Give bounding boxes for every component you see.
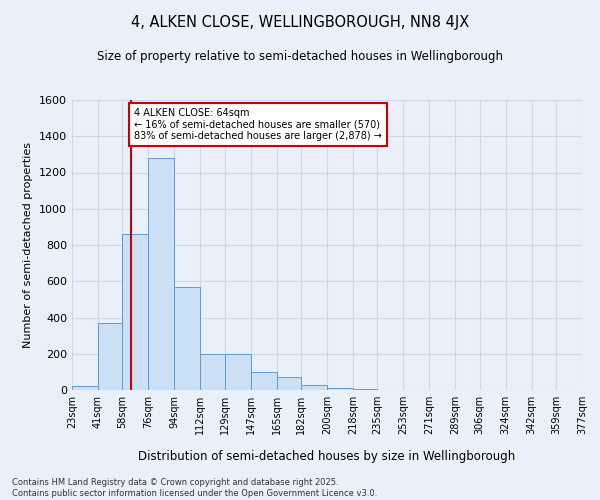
Bar xyxy=(327,388,353,390)
Bar xyxy=(353,389,377,390)
Bar xyxy=(301,384,327,390)
Text: 4, ALKEN CLOSE, WELLINGBOROUGH, NN8 4JX: 4, ALKEN CLOSE, WELLINGBOROUGH, NN8 4JX xyxy=(131,15,469,30)
Text: Contains HM Land Registry data © Crown copyright and database right 2025.
Contai: Contains HM Land Registry data © Crown c… xyxy=(12,478,377,498)
Y-axis label: Number of semi-detached properties: Number of semi-detached properties xyxy=(23,142,34,348)
Bar xyxy=(148,158,174,390)
Bar xyxy=(98,323,122,390)
Bar xyxy=(72,386,98,390)
Bar xyxy=(200,354,225,390)
Bar xyxy=(174,286,200,390)
Bar xyxy=(225,354,251,390)
Text: Distribution of semi-detached houses by size in Wellingborough: Distribution of semi-detached houses by … xyxy=(139,450,515,463)
Text: 4 ALKEN CLOSE: 64sqm
← 16% of semi-detached houses are smaller (570)
83% of semi: 4 ALKEN CLOSE: 64sqm ← 16% of semi-detac… xyxy=(134,108,382,142)
Text: Size of property relative to semi-detached houses in Wellingborough: Size of property relative to semi-detach… xyxy=(97,50,503,63)
Bar xyxy=(122,234,148,390)
Bar xyxy=(277,378,301,390)
Bar xyxy=(251,372,277,390)
